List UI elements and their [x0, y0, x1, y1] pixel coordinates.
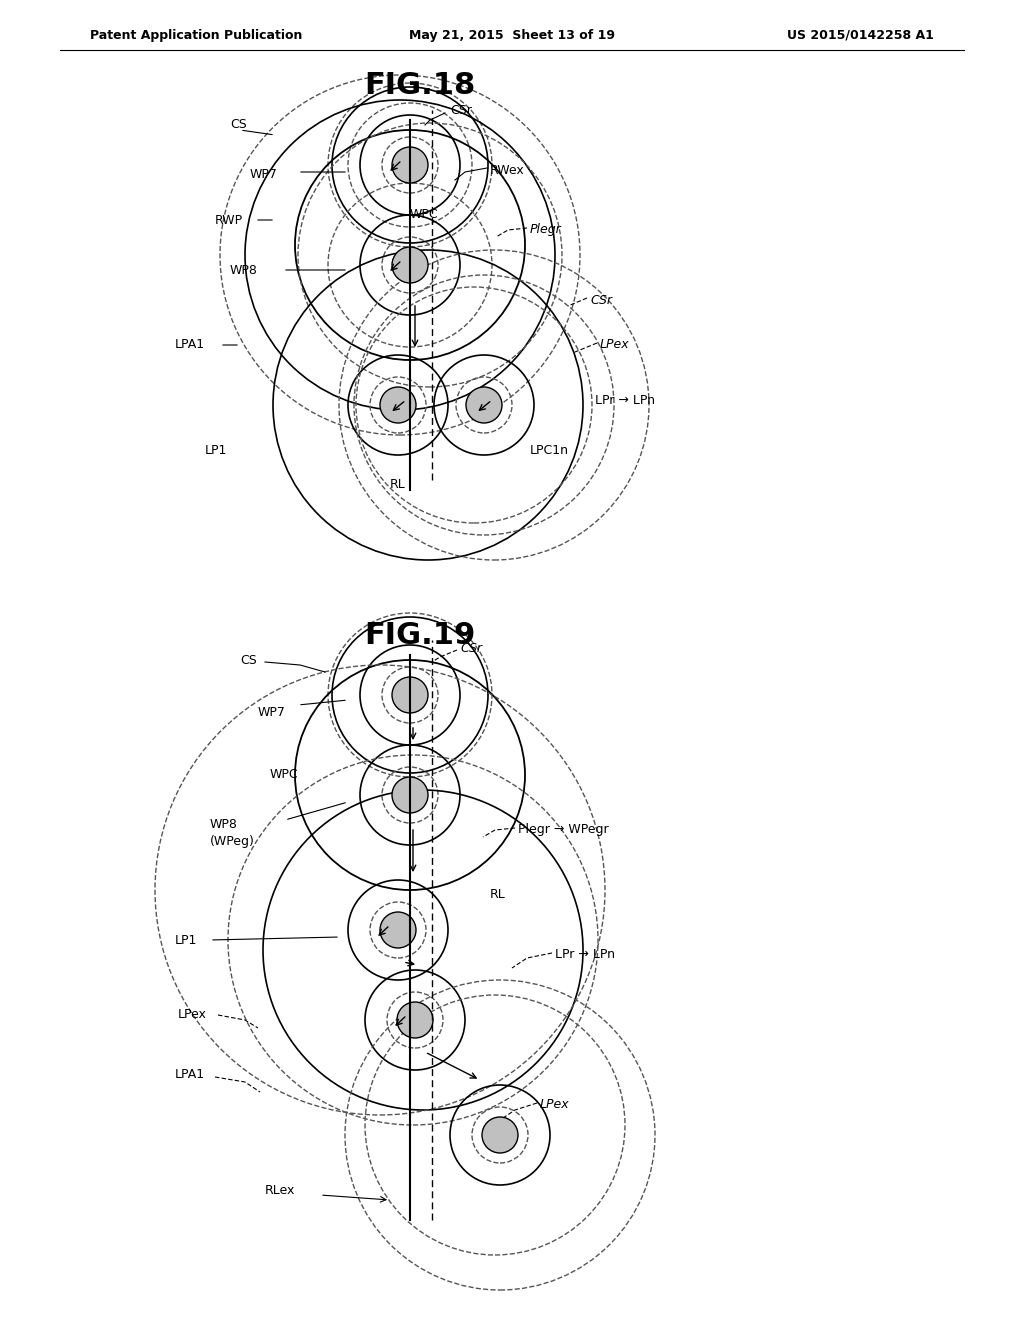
- Text: RL: RL: [390, 479, 406, 491]
- Text: Plegr → WPegr: Plegr → WPegr: [518, 824, 608, 837]
- Circle shape: [380, 912, 416, 948]
- Text: WPC: WPC: [270, 768, 299, 781]
- Text: US 2015/0142258 A1: US 2015/0142258 A1: [787, 29, 934, 41]
- Text: WP7: WP7: [250, 169, 278, 181]
- Text: LPr → LPn: LPr → LPn: [555, 949, 615, 961]
- Text: RWex: RWex: [490, 164, 524, 177]
- Text: LPC1n: LPC1n: [530, 444, 569, 457]
- Text: FIG.19: FIG.19: [365, 620, 476, 649]
- Text: (WPeg): (WPeg): [210, 834, 255, 847]
- Circle shape: [380, 387, 416, 422]
- Text: LP1: LP1: [205, 444, 227, 457]
- Text: LPex: LPex: [178, 1008, 207, 1022]
- Text: WP7: WP7: [258, 705, 286, 718]
- Circle shape: [466, 387, 502, 422]
- Text: LPA1: LPA1: [175, 338, 205, 351]
- Circle shape: [482, 1117, 518, 1152]
- Text: CSr: CSr: [450, 103, 472, 116]
- Text: WPC: WPC: [410, 209, 438, 222]
- Text: RWP: RWP: [215, 214, 243, 227]
- Circle shape: [397, 1002, 433, 1038]
- Text: Patent Application Publication: Patent Application Publication: [90, 29, 302, 41]
- Text: May 21, 2015  Sheet 13 of 19: May 21, 2015 Sheet 13 of 19: [409, 29, 615, 41]
- Text: LPA1: LPA1: [175, 1068, 205, 1081]
- Text: WP8: WP8: [230, 264, 258, 276]
- Circle shape: [392, 677, 428, 713]
- Text: FIG.18: FIG.18: [365, 70, 475, 99]
- Text: RLex: RLex: [265, 1184, 295, 1196]
- Text: LPr → LPn: LPr → LPn: [595, 393, 655, 407]
- Circle shape: [392, 247, 428, 282]
- Text: CS: CS: [240, 653, 257, 667]
- Text: Plegr: Plegr: [530, 223, 562, 236]
- Text: LPex: LPex: [600, 338, 630, 351]
- Text: LPex: LPex: [540, 1098, 569, 1111]
- Text: LP1: LP1: [175, 933, 198, 946]
- Text: RL: RL: [490, 888, 506, 902]
- Text: WP8: WP8: [210, 818, 238, 832]
- Circle shape: [392, 147, 428, 183]
- Circle shape: [392, 777, 428, 813]
- Text: CSr: CSr: [460, 642, 482, 655]
- Text: CS: CS: [230, 119, 247, 132]
- Text: CSr: CSr: [590, 293, 612, 306]
